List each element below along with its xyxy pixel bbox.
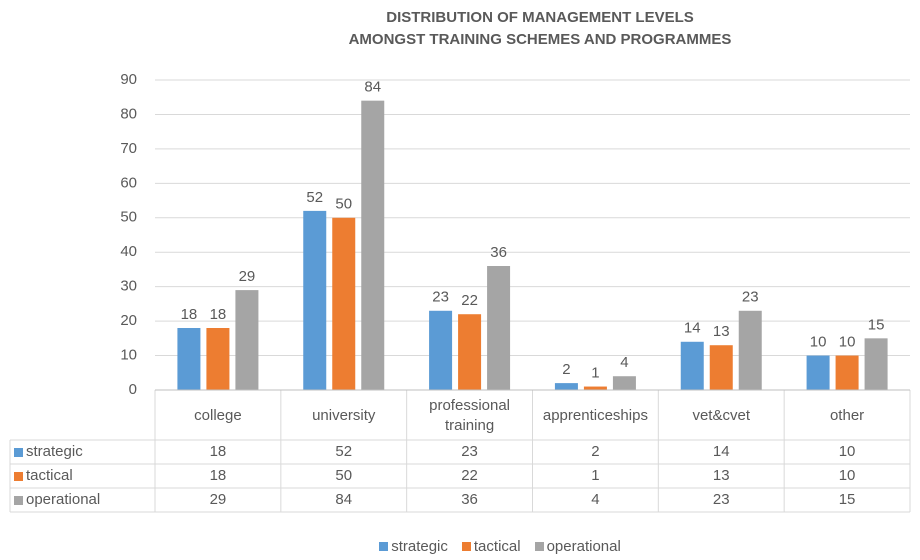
data-label: 10	[810, 334, 827, 351]
table-cell: 84	[335, 491, 353, 508]
category-label: university	[312, 407, 376, 424]
table-row-header: strategic	[10, 440, 155, 464]
y-tick-label: 40	[120, 243, 137, 260]
table-cell: 36	[461, 491, 478, 508]
bar	[361, 100, 385, 391]
y-tick-label: 30	[120, 278, 137, 295]
bar	[206, 328, 230, 390]
table-row-header: operational	[10, 488, 155, 512]
table-cell: 4	[591, 491, 600, 508]
legend-key	[379, 542, 389, 551]
legend-key	[534, 542, 544, 551]
y-tick-label: 70	[120, 140, 137, 157]
bar	[303, 210, 327, 390]
chart-title: AMONGST TRAINING SCHEMES AND PROGRAMMES	[349, 31, 732, 48]
data-label: 29	[239, 268, 256, 285]
data-label: 23	[742, 289, 759, 306]
series-name: strategic	[26, 443, 83, 460]
bar	[738, 310, 762, 390]
y-tick-label: 90	[120, 71, 137, 88]
legend-key	[461, 542, 471, 551]
bar	[864, 338, 888, 390]
legend-label: strategic	[391, 538, 448, 555]
data-label: 10	[839, 334, 856, 351]
bar	[177, 328, 201, 390]
bar	[429, 310, 453, 390]
legend-label: operational	[546, 538, 621, 555]
category-label: vet&cvet	[692, 407, 750, 424]
y-tick-label: 50	[120, 209, 137, 226]
legend-label: tactical	[473, 538, 521, 555]
table-cell: 10	[838, 467, 856, 484]
data-label: 84	[364, 79, 381, 96]
legend-item: operational	[534, 538, 621, 555]
table-cell: 13	[712, 467, 730, 484]
table-cell: 23	[712, 491, 730, 508]
data-label: 18	[210, 306, 227, 323]
legend-key	[14, 495, 23, 505]
y-tick-label: 0	[129, 381, 137, 398]
data-label: 18	[181, 306, 198, 323]
data-label: 15	[868, 316, 885, 333]
data-label: 2	[562, 361, 570, 378]
bar	[612, 376, 636, 390]
legend-key	[14, 447, 23, 457]
y-tick-label: 80	[120, 105, 137, 122]
legend-item: tactical	[461, 538, 521, 555]
bar	[458, 314, 482, 390]
data-label: 4	[620, 354, 628, 371]
data-label: 52	[306, 189, 323, 206]
table-cell: 50	[335, 467, 353, 484]
legend-key	[14, 471, 23, 481]
category-label: college	[194, 407, 242, 424]
chart-title: DISTRIBUTION OF MANAGEMENT LEVELS	[386, 9, 694, 26]
category-label: other	[829, 407, 865, 424]
table-cell: 18	[209, 467, 227, 484]
table-cell: 10	[838, 443, 856, 460]
bar	[709, 345, 733, 390]
data-label: 36	[490, 244, 507, 261]
y-tick-label: 10	[120, 347, 137, 364]
table-cell: 15	[838, 491, 856, 508]
table-cell: 2	[591, 443, 600, 460]
bar	[806, 355, 830, 390]
data-label: 50	[335, 196, 352, 213]
table-cell: 29	[209, 491, 227, 508]
category-label: apprenticeships	[542, 407, 648, 424]
table-row-header: tactical	[10, 464, 155, 488]
data-label: 14	[684, 320, 701, 337]
series-name: tactical	[26, 467, 73, 484]
data-label: 13	[713, 323, 730, 340]
bar	[235, 290, 259, 390]
bar	[680, 341, 704, 390]
data-label: 23	[432, 289, 449, 306]
table-cell: 22	[461, 467, 478, 484]
y-tick-label: 20	[120, 312, 137, 329]
bar	[554, 383, 578, 390]
table-cell: 1	[591, 467, 600, 484]
table-cell: 23	[461, 443, 478, 460]
bar	[332, 217, 356, 390]
data-label: 1	[591, 365, 599, 382]
category-label: professional training	[429, 397, 511, 434]
bar	[487, 266, 511, 390]
legend: strategic tactical operational	[0, 538, 920, 555]
table-cell: 18	[209, 443, 227, 460]
y-tick-label: 60	[120, 174, 137, 191]
data-label: 22	[461, 292, 478, 309]
table-cell: 14	[712, 443, 730, 460]
bar	[835, 355, 859, 390]
series-name: operational	[26, 491, 101, 508]
table-cell: 52	[335, 443, 353, 460]
legend-item: strategic	[379, 538, 448, 555]
bar	[583, 386, 607, 390]
